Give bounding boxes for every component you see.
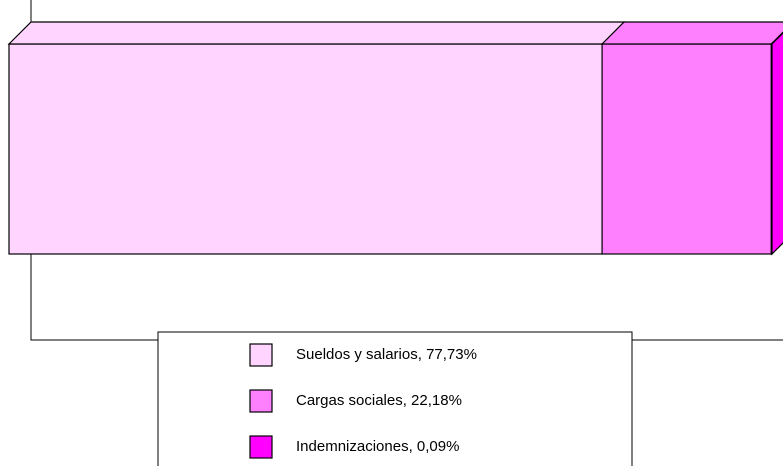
bar-top [7, 21, 626, 45]
bar-side [771, 32, 783, 256]
legend-label: Cargas sociales, 22,18% [296, 392, 462, 409]
legend-label: Indemnizaciones, 0,09% [296, 438, 459, 455]
legend-swatch [249, 435, 273, 459]
legend: Sueldos y salarios, 77,73% Cargas sociale… [157, 331, 633, 466]
floor-line [30, 254, 783, 341]
legend-swatch [249, 343, 273, 367]
bar-front [8, 43, 603, 255]
legend-label: Sueldos y salarios, 77,73% [296, 346, 477, 363]
legend-swatch [249, 389, 273, 413]
bar-front [601, 43, 772, 255]
legend-box [157, 331, 633, 466]
bar-top [600, 21, 783, 45]
